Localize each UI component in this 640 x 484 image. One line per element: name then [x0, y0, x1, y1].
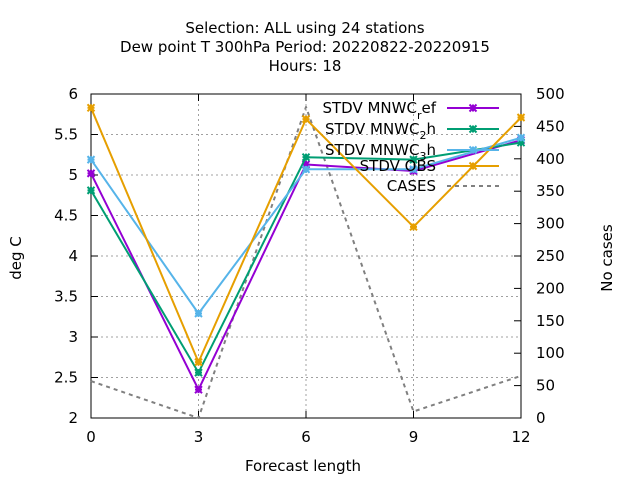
x-tick-label: 0 — [86, 428, 96, 446]
y-tick-label: 5 — [68, 166, 78, 184]
y2-tick-label: 350 — [536, 182, 565, 200]
legend-label: STDV MNWC2h — [325, 120, 436, 142]
data-point — [194, 309, 203, 318]
series-layer — [86, 103, 526, 419]
chart-title-line: Selection: ALL using 24 stations — [185, 19, 424, 37]
data-point — [301, 114, 311, 124]
data-point — [194, 357, 203, 367]
y-tick-label: 3.5 — [54, 288, 78, 306]
legend-label: STDV MNWC3h — [325, 141, 436, 163]
y2-tick-label: 500 — [536, 85, 565, 103]
data-point — [301, 152, 311, 162]
data-point — [86, 103, 96, 112]
chart-title-line: Hours: 18 — [269, 57, 342, 75]
y2-tick-label: 100 — [536, 344, 565, 362]
data-point — [194, 368, 203, 377]
data-point — [409, 155, 418, 164]
y2-axis-label: No cases — [598, 224, 616, 292]
data-point — [516, 113, 526, 122]
y-tick-label: 6 — [68, 85, 78, 103]
data-point — [516, 138, 526, 147]
y2-tick-label: 300 — [536, 215, 565, 233]
legend-marker — [468, 145, 478, 155]
legend-marker — [468, 161, 478, 171]
data-point — [409, 165, 418, 174]
y2-tick-label: 450 — [536, 117, 565, 135]
x-tick-label: 3 — [194, 428, 204, 446]
y-tick-label: 5.5 — [54, 126, 78, 144]
legend-marker — [468, 124, 478, 134]
legend-marker — [468, 103, 478, 113]
data-point — [194, 385, 203, 394]
data-point — [86, 169, 96, 178]
plot-border — [90, 93, 522, 419]
chart-title: Selection: ALL using 24 stations Dew poi… — [120, 19, 490, 75]
x-tick-label: 6 — [301, 428, 311, 446]
y-axis-label: deg C — [7, 236, 25, 280]
series-line — [90, 106, 522, 419]
grid — [91, 94, 521, 418]
x-tick-label: 9 — [409, 428, 419, 446]
y2-tick-label: 0 — [536, 409, 546, 427]
y-tick-label: 4.5 — [54, 207, 78, 225]
x-tick-label: 12 — [511, 428, 530, 446]
legend-label: STDV MNWCref — [322, 99, 436, 122]
y2-tick-label: 400 — [536, 150, 565, 168]
data-point — [301, 165, 311, 174]
data-point — [86, 155, 96, 164]
data-point — [409, 222, 418, 232]
y-tick-label: 3 — [68, 328, 78, 346]
legend-label: CASES — [387, 177, 436, 195]
y2-tick-label: 200 — [536, 279, 565, 297]
x-axis-label: Forecast length — [245, 457, 361, 475]
axes: 0 3 6 9 12 2 2.5 3 3.5 4 4.5 5 5.5 6 0 50 100 150 200 250 30… — [54, 85, 565, 446]
y2-tick-label: 250 — [536, 247, 565, 265]
series-line — [90, 141, 522, 374]
data-point — [301, 160, 311, 169]
legend-label: STDV OBS — [360, 157, 436, 175]
y2-tick-label: 150 — [536, 312, 565, 330]
y-tick-label: 4 — [68, 247, 78, 265]
chart-title-line: Dew point T 300hPa Period: 20220822-2022… — [120, 38, 490, 56]
y2-tick-label: 50 — [536, 377, 555, 395]
y-tick-label: 2 — [68, 409, 78, 427]
data-point — [516, 133, 526, 142]
y-tick-label: 2.5 — [54, 369, 78, 387]
data-point — [86, 186, 96, 195]
